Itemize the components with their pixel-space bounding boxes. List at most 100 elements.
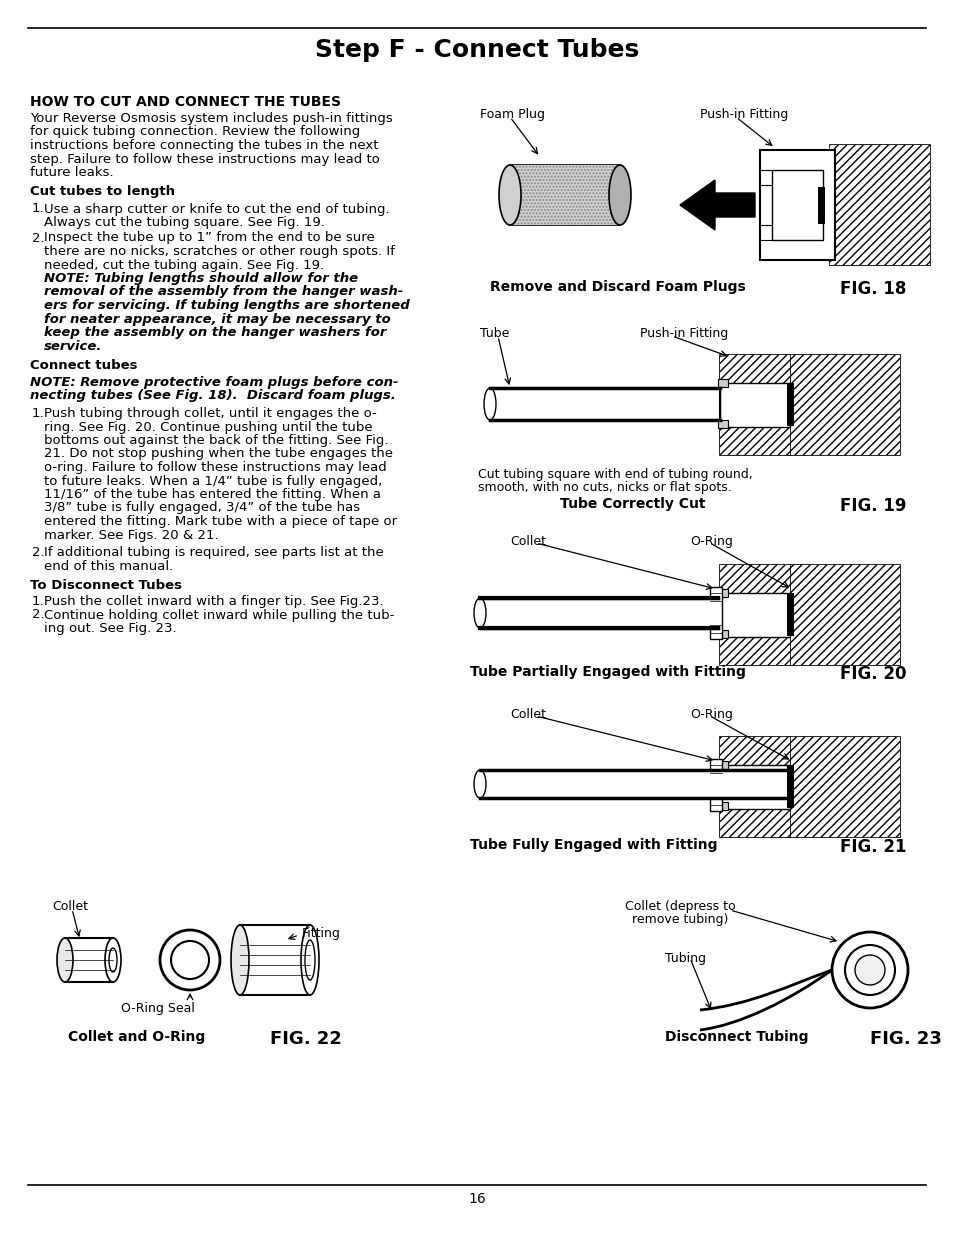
Text: Tube Fully Engaged with Fitting: Tube Fully Engaged with Fitting [470, 839, 717, 852]
Bar [479, 769, 789, 798]
Bar [720, 809, 789, 837]
Polygon shape [679, 180, 754, 230]
Bar [510, 165, 619, 225]
Ellipse shape [474, 769, 485, 798]
Bar [789, 564, 899, 664]
Text: Push tubing through collet, until it engages the o-: Push tubing through collet, until it eng… [44, 408, 376, 420]
Bar [720, 427, 789, 454]
Text: Tube Correctly Cut: Tube Correctly Cut [559, 496, 705, 511]
Text: To Disconnect Tubes: To Disconnect Tubes [30, 579, 182, 592]
Text: entered the fitting. Mark tube with a piece of tape or: entered the fitting. Mark tube with a pi… [44, 515, 396, 529]
Text: instructions before connecting the tubes in the next: instructions before connecting the tubes… [30, 140, 378, 152]
Text: for quick tubing connection. Review the following: for quick tubing connection. Review the … [30, 126, 360, 138]
Text: there are no nicks, scratches or other rough spots. If: there are no nicks, scratches or other r… [44, 245, 395, 258]
Ellipse shape [474, 598, 485, 629]
Text: Your Reverse Osmosis system includes push-in fittings: Your Reverse Osmosis system includes pus… [30, 112, 393, 125]
Text: 11/16” of the tube has entered the fitting. When a: 11/16” of the tube has entered the fitti… [44, 488, 380, 501]
Text: marker. See Figs. 20 & 21.: marker. See Figs. 20 & 21. [44, 529, 218, 541]
Text: bottoms out against the back of the fitting. See Fig.: bottoms out against the back of the fitt… [44, 433, 388, 447]
Text: HOW TO CUT AND CONNECT THE TUBES: HOW TO CUT AND CONNECT THE TUBES [30, 95, 340, 109]
Ellipse shape [109, 948, 117, 972]
Text: 1.: 1. [32, 203, 45, 215]
Text: necting tubes (See Fig. 18).  Discard foam plugs.: necting tubes (See Fig. 18). Discard foa… [30, 389, 395, 403]
Circle shape [160, 930, 220, 990]
Text: 2.: 2. [32, 609, 45, 621]
Text: NOTE: Tubing lengths should allow for the: NOTE: Tubing lengths should allow for th… [44, 272, 357, 285]
Text: to future leaks. When a 1/4” tube is fully engaged,: to future leaks. When a 1/4” tube is ful… [44, 474, 382, 488]
Text: Step F - Connect Tubes: Step F - Connect Tubes [314, 38, 639, 62]
Text: 16: 16 [468, 1192, 485, 1207]
Text: ring. See Fig. 20. Continue pushing until the tube: ring. See Fig. 20. Continue pushing unti… [44, 420, 373, 433]
Bar [720, 593, 789, 637]
Text: FIG. 22: FIG. 22 [270, 1030, 341, 1049]
Text: O-Ring: O-Ring [689, 708, 732, 721]
Bar [718, 761, 727, 769]
Text: end of this manual.: end of this manual. [44, 559, 173, 573]
Text: for neater appearance, it may be necessary to: for neater appearance, it may be necessa… [44, 312, 391, 326]
Bar [479, 598, 718, 629]
Text: needed, cut the tubing again. See Fig. 19.: needed, cut the tubing again. See Fig. 1… [44, 258, 324, 272]
Text: Always cut the tubing square. See Fig. 19.: Always cut the tubing square. See Fig. 1… [44, 216, 325, 228]
Bar [789, 564, 899, 664]
Text: O-Ring Seal: O-Ring Seal [121, 1002, 194, 1015]
Text: FIG. 23: FIG. 23 [869, 1030, 941, 1049]
Bar [65, 939, 112, 982]
Text: Collet: Collet [510, 535, 545, 548]
Text: removal of the assembly from the hanger wash-: removal of the assembly from the hanger … [44, 285, 403, 299]
Text: Collet: Collet [510, 708, 545, 721]
Ellipse shape [301, 925, 318, 995]
Bar [760, 149, 834, 261]
Text: keep the assembly on the hanger washers for: keep the assembly on the hanger washers … [44, 326, 386, 338]
Text: smooth, with no cuts, nicks or flat spots.: smooth, with no cuts, nicks or flat spot… [477, 480, 731, 494]
Bar [709, 587, 721, 638]
Text: FIG. 18: FIG. 18 [840, 280, 905, 298]
Bar [829, 144, 929, 266]
Bar [720, 564, 789, 593]
Ellipse shape [105, 939, 121, 982]
Bar [510, 165, 619, 225]
Text: Tube: Tube [479, 327, 509, 340]
Text: Collet: Collet [52, 900, 88, 913]
Text: Foam Plug: Foam Plug [479, 107, 544, 121]
Text: Remove and Discard Foam Plugs: Remove and Discard Foam Plugs [490, 280, 745, 294]
Bar [720, 737, 789, 764]
Ellipse shape [305, 940, 314, 981]
Text: Use a sharp cutter or knife to cut the end of tubing.: Use a sharp cutter or knife to cut the e… [44, 203, 389, 215]
Text: future leaks.: future leaks. [30, 165, 113, 179]
Bar [789, 737, 899, 837]
Text: Fitting: Fitting [302, 927, 340, 940]
Text: FIG. 21: FIG. 21 [840, 839, 905, 856]
Text: ers for servicing. If tubing lengths are shortened: ers for servicing. If tubing lengths are… [44, 299, 410, 312]
Circle shape [854, 955, 884, 986]
Text: 2.: 2. [32, 546, 45, 559]
Bar [789, 737, 899, 837]
Text: Connect tubes: Connect tubes [30, 359, 137, 372]
Bar [789, 354, 899, 454]
Bar [829, 144, 929, 266]
Bar [720, 809, 789, 837]
Bar [709, 760, 721, 811]
Bar [720, 637, 789, 664]
Text: Push-in Fitting: Push-in Fitting [700, 107, 787, 121]
Bar [720, 354, 789, 383]
Circle shape [831, 932, 907, 1008]
Bar [718, 420, 727, 429]
Bar [771, 170, 822, 240]
Text: Collet (depress to: Collet (depress to [624, 900, 735, 913]
Text: 3/8” tube is fully engaged, 3/4” of the tube has: 3/8” tube is fully engaged, 3/4” of the … [44, 501, 359, 515]
Text: Push the collet inward with a finger tip. See Fig.23.: Push the collet inward with a finger tip… [44, 595, 383, 608]
Bar [718, 802, 727, 810]
Text: Collet and O-Ring: Collet and O-Ring [68, 1030, 205, 1044]
Ellipse shape [608, 165, 630, 225]
Bar [720, 637, 789, 664]
Text: Continue holding collet inward while pulling the tub-: Continue holding collet inward while pul… [44, 609, 394, 621]
Bar [720, 354, 789, 383]
Text: FIG. 19: FIG. 19 [840, 496, 905, 515]
Text: O-Ring: O-Ring [689, 535, 732, 548]
Text: Disconnect Tubing: Disconnect Tubing [664, 1030, 807, 1044]
Bar [720, 383, 789, 427]
Bar [720, 737, 789, 764]
Bar [240, 925, 310, 995]
Bar [718, 589, 727, 597]
Text: FIG. 20: FIG. 20 [840, 664, 905, 683]
